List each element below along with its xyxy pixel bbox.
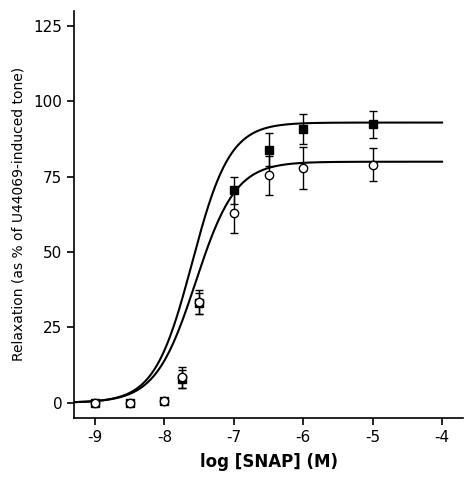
X-axis label: log [SNAP] (M): log [SNAP] (M) <box>200 453 337 471</box>
Y-axis label: Relaxation (as % of U44069-induced tone): Relaxation (as % of U44069-induced tone) <box>11 67 25 362</box>
